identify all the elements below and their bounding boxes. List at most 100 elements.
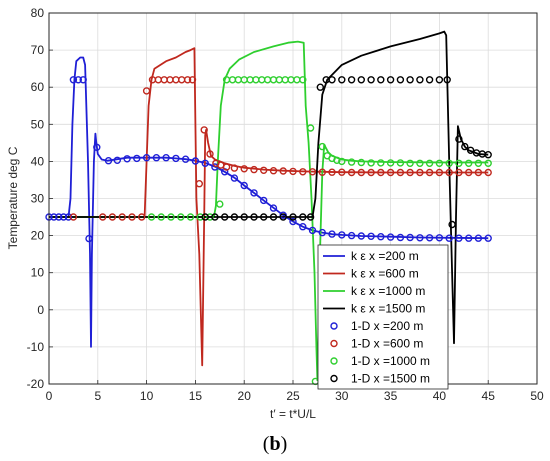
data-point	[59, 213, 68, 221]
data-point	[211, 213, 219, 221]
y-tick-label: 80	[31, 6, 45, 20]
caption-label: b	[269, 433, 281, 455]
data-point	[147, 213, 156, 221]
data-point	[260, 213, 268, 221]
data-point	[216, 200, 224, 208]
x-tick-label: 30	[335, 389, 349, 403]
data-point	[416, 76, 424, 84]
legend-entry: 1-D x =1000 m	[330, 354, 430, 368]
data-point	[206, 213, 214, 221]
data-point	[240, 213, 248, 221]
data-point	[230, 213, 239, 221]
data-point	[306, 213, 315, 221]
data-point	[318, 228, 326, 237]
data-point	[396, 76, 405, 84]
y-axis-ticks: -20 -10 0 10 20 30 40 50 60 70 80	[27, 6, 53, 391]
legend-entry: 1-D x =600 m	[330, 337, 423, 351]
data-point	[357, 76, 365, 84]
data-point	[201, 159, 209, 168]
data-point	[316, 83, 324, 91]
data-point	[191, 157, 200, 165]
data-point	[250, 213, 258, 221]
data-point	[474, 159, 483, 168]
x-axis-ticks: 0 5 10 15 20 25 30 35 40 45 50	[46, 380, 544, 403]
data-point	[85, 234, 93, 243]
data-point	[425, 234, 434, 242]
legend-label: k ε x =200 m	[351, 249, 419, 263]
data-point	[484, 150, 492, 159]
data-point	[425, 168, 434, 177]
legend-swatch-marker	[330, 357, 338, 365]
data-point	[269, 166, 278, 175]
data-point	[455, 135, 463, 143]
data-point	[50, 213, 58, 221]
data-point	[328, 230, 336, 238]
data-point	[93, 143, 101, 152]
data-point	[328, 76, 336, 84]
data-point	[181, 155, 190, 163]
data-point	[260, 166, 268, 175]
y-tick-label: 70	[31, 43, 45, 57]
data-point	[416, 234, 424, 242]
data-point	[347, 168, 356, 177]
data-point	[484, 159, 492, 168]
data-point	[396, 168, 405, 177]
data-point	[425, 76, 434, 84]
y-tick-label: 50	[31, 117, 45, 131]
data-point	[299, 168, 307, 176]
legend-label: 1-D x =1500 m	[351, 372, 430, 386]
data-point	[69, 213, 78, 221]
data-point	[318, 142, 326, 151]
data-point	[133, 154, 141, 163]
legend-entry: 1-D x =200 m	[330, 319, 423, 333]
data-point	[306, 124, 315, 132]
data-point	[406, 76, 414, 84]
legend-swatch-marker	[330, 374, 338, 383]
data-point	[177, 213, 185, 221]
x-tick-label: 50	[530, 389, 544, 403]
data-point	[269, 213, 278, 221]
data-point	[367, 159, 375, 167]
data-point	[98, 213, 107, 221]
data-point	[137, 213, 146, 221]
x-tick-label: 0	[46, 389, 53, 403]
data-point	[484, 168, 492, 177]
data-point	[474, 234, 483, 242]
data-point	[318, 168, 326, 176]
legend-entry: k ε x =1500 m	[323, 302, 425, 316]
legend-swatch-marker	[330, 339, 338, 348]
data-point	[455, 234, 463, 242]
data-point	[435, 76, 444, 84]
data-point	[250, 165, 258, 174]
series-line-k-x-200-m	[49, 56, 489, 348]
data-point	[230, 164, 239, 172]
data-point	[172, 154, 180, 163]
data-point	[289, 167, 297, 176]
data-point	[299, 76, 307, 84]
data-point	[406, 159, 414, 168]
data-point	[206, 150, 214, 158]
data-point	[425, 159, 434, 168]
series-line-k-x-1500-m	[49, 30, 489, 345]
data-point	[69, 76, 78, 84]
data-point	[118, 213, 126, 221]
legend-entry: k ε x =600 m	[323, 267, 419, 281]
data-point	[162, 153, 170, 162]
data-point	[367, 168, 375, 177]
data-point	[299, 222, 307, 231]
data-point	[406, 168, 414, 177]
data-point	[220, 213, 229, 221]
data-point	[386, 233, 395, 241]
data-point	[338, 231, 346, 239]
data-point	[396, 233, 405, 242]
data-point	[347, 76, 356, 84]
x-tick-label: 35	[384, 389, 398, 403]
data-point	[195, 179, 204, 188]
data-point	[465, 159, 473, 168]
data-point	[357, 158, 365, 167]
data-point	[79, 76, 87, 84]
data-point	[435, 168, 444, 177]
data-point	[128, 213, 136, 221]
data-point	[435, 234, 444, 242]
data-point	[152, 153, 161, 162]
